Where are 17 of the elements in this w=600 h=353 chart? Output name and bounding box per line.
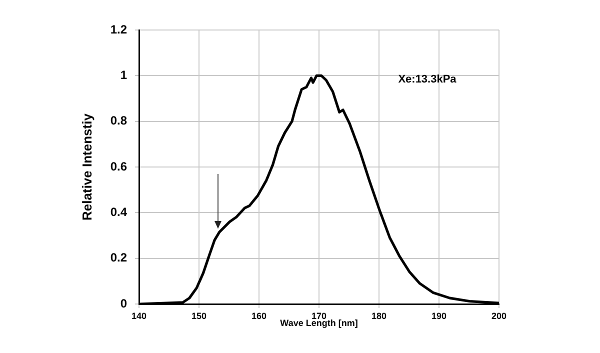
x-tick-label: 180 <box>371 310 387 321</box>
y-tick-label: 1 <box>120 68 128 82</box>
y-tick-label: 0.4 <box>110 204 128 219</box>
x-tick-label: 170 <box>311 310 327 321</box>
annotation: Xe:13.3kPa <box>398 73 458 86</box>
x-tick-label: 140 <box>131 310 147 321</box>
y-tick-label: 0.2 <box>110 250 128 265</box>
x-axis-title: Wave Length [nm] <box>280 318 358 328</box>
y-axis-title: Relative Intenstiy <box>79 112 94 220</box>
x-tick-label: 160 <box>251 310 267 321</box>
x-tick-label: 200 <box>491 310 507 321</box>
x-tick-label: 150 <box>191 310 207 321</box>
y-tick-label: 0 <box>120 296 128 310</box>
y-tick-label: 1.2 <box>110 22 128 36</box>
y-tick-label: 0.8 <box>110 114 128 128</box>
x-tick-label: 190 <box>431 310 447 321</box>
y-tick-label: 0.6 <box>110 159 128 174</box>
